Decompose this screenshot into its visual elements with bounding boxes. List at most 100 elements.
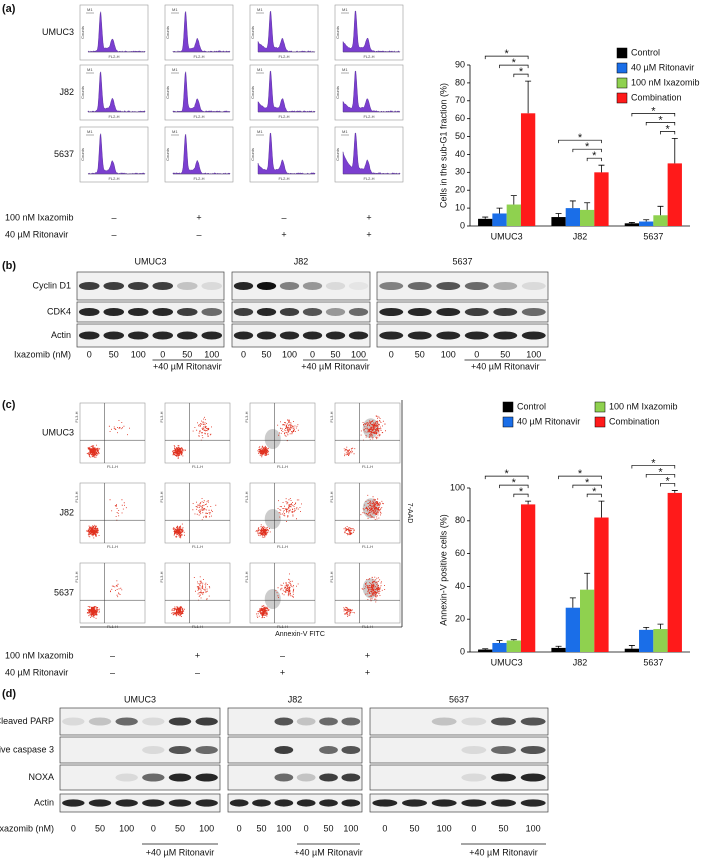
y-tick-label: 40	[455, 149, 465, 159]
band	[319, 773, 338, 782]
y-tick-label: 0	[460, 646, 465, 656]
significance-bracket	[499, 64, 529, 69]
axis-label: Counts	[165, 86, 170, 99]
bar	[551, 217, 566, 226]
treatment-sign: –	[111, 229, 116, 239]
band	[407, 308, 432, 316]
significance-bracket	[558, 475, 602, 480]
y-tick-label: 10	[455, 202, 465, 212]
lane-label: 50	[95, 823, 105, 833]
band	[142, 717, 165, 726]
lane-label: 100	[131, 349, 146, 359]
y-tick-label: 60	[455, 548, 465, 558]
error-bar	[598, 500, 605, 518]
x-tick-label: UMUC3	[491, 231, 523, 241]
band	[152, 308, 174, 316]
x-tick-label: UMUC3	[491, 657, 523, 667]
combo-label: +40 µM Ritonavir	[471, 361, 539, 371]
y-tick-label: 40	[455, 581, 465, 591]
band	[341, 746, 361, 754]
band	[436, 308, 461, 316]
band	[256, 308, 277, 316]
error-bar	[569, 200, 576, 209]
band	[88, 799, 112, 807]
group-label: 5637	[449, 694, 469, 704]
axis-label: FL2-H	[193, 54, 204, 59]
significance-star: *	[505, 468, 510, 480]
significance-star: *	[585, 477, 590, 489]
significance-star: *	[512, 477, 517, 489]
gate-label: M1	[87, 7, 93, 12]
significance-bracket	[660, 130, 676, 135]
axis-label: Counts	[165, 26, 170, 39]
bar	[551, 647, 566, 652]
bar	[565, 208, 580, 226]
band	[431, 717, 457, 726]
axis-label: FL2-H	[363, 114, 374, 119]
lane-label: 0	[382, 823, 387, 833]
combo-label: +40 µM Ritonavir	[294, 847, 362, 857]
significance-bracket	[499, 484, 529, 489]
y-axis-title: Cells in the sub-G1 fraction (%)	[438, 83, 448, 208]
significance-bracket	[631, 465, 676, 469]
blot-strip	[76, 323, 225, 348]
band	[176, 331, 198, 340]
legend-label: 100 nM Ixazomib	[609, 401, 678, 411]
lane-label: 100	[526, 349, 541, 359]
lane-label: 100	[526, 823, 541, 833]
lane-label: 50	[415, 349, 425, 359]
group-label: J82	[288, 694, 303, 704]
significance-star: *	[505, 48, 510, 60]
lane-label: 0	[389, 349, 394, 359]
gate-label: M1	[257, 7, 263, 12]
band	[168, 773, 192, 782]
error-bar	[525, 80, 532, 114]
axis-label: FL3-H	[244, 571, 249, 582]
axis-label: FL3-H	[159, 411, 164, 422]
gate-label: M1	[342, 7, 348, 12]
bar	[639, 221, 654, 226]
error-bar	[496, 207, 503, 214]
lane-label: 0	[471, 823, 476, 833]
band	[296, 717, 316, 726]
axis-label: FL2-H	[108, 114, 119, 119]
error-bar	[657, 205, 664, 216]
band	[127, 308, 149, 316]
axis-label: FL3-H	[74, 571, 79, 582]
band	[491, 717, 516, 726]
significance-star: *	[658, 114, 663, 126]
lane-label: 100	[351, 349, 366, 359]
lane-label: 0	[304, 823, 309, 833]
group-label: J82	[294, 256, 309, 266]
axis-title: 7-AAD	[406, 503, 413, 524]
scatter-dots	[86, 420, 130, 458]
band	[436, 282, 461, 290]
axis-label: FL1-H	[362, 544, 373, 549]
legend-label: 100 nM Ixazomib	[631, 77, 700, 87]
axis-label: Counts	[335, 148, 340, 161]
axis-label: FL3-H	[244, 491, 249, 502]
band	[233, 282, 254, 290]
lane-label: 0	[474, 349, 479, 359]
panel-label: (a)	[2, 3, 16, 15]
density-core	[264, 509, 281, 529]
axis-label: Counts	[250, 26, 255, 39]
band	[62, 799, 85, 807]
band	[319, 717, 338, 726]
legend-swatch	[594, 401, 606, 413]
band	[168, 746, 192, 754]
treatment-label: 40 µM Ritonavir	[5, 667, 68, 677]
band	[491, 773, 516, 782]
y-tick-label: 50	[455, 131, 465, 141]
bar	[506, 204, 521, 226]
error-bar	[510, 639, 517, 641]
gate-label: M1	[342, 67, 348, 72]
protein-label: Active caspase 3	[0, 744, 54, 754]
axis-label: FL1-H	[192, 464, 203, 469]
treatment-label: 100 nM Ixazomib	[5, 650, 74, 660]
band	[520, 799, 546, 807]
error-bar	[482, 648, 489, 650]
dose-label: Ixazomib (nM)	[0, 823, 54, 833]
histogram	[87, 133, 146, 175]
significance-bracket	[586, 157, 602, 162]
